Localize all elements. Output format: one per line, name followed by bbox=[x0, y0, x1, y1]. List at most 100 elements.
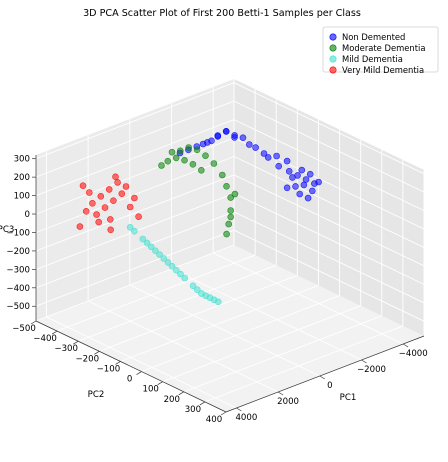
data-point bbox=[223, 183, 230, 190]
y-tick-label: 300 bbox=[185, 405, 201, 415]
grid-line bbox=[99, 274, 298, 352]
grid-line bbox=[129, 284, 320, 377]
y-tick-mark bbox=[115, 361, 121, 365]
z-tick-label: −300 bbox=[6, 265, 30, 275]
z-tick-label: 100 bbox=[14, 192, 30, 202]
data-point bbox=[189, 161, 197, 168]
z-tick-label: 0 bbox=[25, 210, 30, 220]
legend-frame bbox=[322, 26, 439, 73]
y-tick-label: −100 bbox=[97, 364, 121, 374]
data-point bbox=[198, 167, 205, 174]
data-point bbox=[131, 194, 138, 202]
data-point bbox=[194, 286, 201, 294]
data-point bbox=[210, 296, 218, 304]
x-tick-label: 4000 bbox=[235, 413, 257, 423]
y-tick-mark bbox=[73, 340, 79, 345]
data-point bbox=[306, 170, 314, 178]
series-1 bbox=[158, 144, 239, 238]
z-tick-label: 200 bbox=[14, 173, 30, 183]
data-point bbox=[107, 216, 114, 223]
grid-line bbox=[35, 229, 235, 307]
data-point bbox=[168, 262, 176, 270]
grid-line bbox=[78, 264, 277, 342]
data-point bbox=[177, 147, 184, 155]
data-point bbox=[107, 226, 114, 234]
data-point bbox=[227, 207, 234, 214]
data-point bbox=[168, 148, 176, 156]
grid-line bbox=[35, 82, 235, 160]
grid-line bbox=[120, 284, 319, 362]
data-point bbox=[135, 213, 142, 220]
data-point bbox=[118, 190, 126, 197]
grid-line bbox=[35, 100, 235, 178]
data-point bbox=[202, 152, 209, 159]
y-tick-mark bbox=[157, 381, 163, 385]
grid-line bbox=[233, 211, 425, 304]
y-tick-mark bbox=[136, 371, 142, 375]
y-tick-label: −500 bbox=[12, 324, 36, 334]
data-point bbox=[131, 227, 138, 235]
x-tick-label: −2000 bbox=[357, 365, 386, 375]
z-tick-label: −200 bbox=[6, 247, 30, 257]
legend-marker bbox=[329, 44, 337, 52]
grid-line bbox=[233, 82, 425, 175]
legend-label: Mild Dementia bbox=[342, 54, 403, 64]
data-point bbox=[126, 224, 134, 231]
legend-label: Very Mild Dementia bbox=[342, 65, 424, 75]
z-tick-label: −500 bbox=[6, 302, 30, 312]
data-point bbox=[79, 182, 87, 189]
data-point bbox=[292, 183, 299, 190]
grid-line bbox=[162, 305, 361, 383]
x-tick-label: −4000 bbox=[399, 349, 428, 359]
y-tick-mark bbox=[220, 411, 227, 416]
data-point bbox=[231, 134, 238, 141]
grid-line bbox=[46, 316, 237, 409]
data-point bbox=[315, 178, 322, 186]
data-point bbox=[214, 132, 222, 139]
data-point bbox=[76, 223, 84, 230]
y-tick-label: −300 bbox=[54, 344, 78, 354]
y-axis-line bbox=[35, 320, 227, 413]
data-point bbox=[304, 194, 312, 202]
data-point bbox=[177, 270, 184, 278]
y-tick-mark bbox=[51, 330, 58, 335]
data-point bbox=[101, 204, 109, 211]
data-point bbox=[172, 154, 180, 162]
data-point bbox=[122, 183, 130, 190]
x-tick-label: 0 bbox=[327, 381, 332, 391]
data-point bbox=[227, 213, 234, 221]
data-point bbox=[210, 160, 218, 167]
data-point bbox=[86, 189, 93, 196]
data-point bbox=[283, 157, 291, 165]
grid-line bbox=[35, 211, 235, 289]
data-point bbox=[181, 156, 188, 164]
legend-label: Moderate Dementia bbox=[342, 43, 425, 53]
data-point bbox=[231, 190, 239, 198]
grid-line bbox=[141, 295, 340, 373]
data-point bbox=[156, 251, 163, 258]
data-point bbox=[227, 194, 234, 201]
series-2 bbox=[126, 224, 222, 306]
data-point bbox=[225, 220, 232, 228]
chart-title: 3D PCA Scatter Plot of First 200 Betti-1… bbox=[83, 8, 361, 19]
data-point bbox=[164, 157, 172, 165]
x-axis-line bbox=[225, 335, 425, 413]
x-tick-mark bbox=[319, 375, 325, 380]
data-point bbox=[185, 144, 192, 151]
x-tick-mark bbox=[277, 391, 284, 396]
y-tick-mark bbox=[30, 320, 37, 325]
y-tick-mark bbox=[178, 391, 184, 396]
series-0 bbox=[176, 128, 322, 202]
data-point bbox=[95, 218, 102, 226]
y-tick-label: 200 bbox=[164, 395, 180, 405]
x-axis-label: PC1 bbox=[340, 393, 357, 403]
data-point bbox=[160, 255, 168, 262]
data-point bbox=[89, 200, 96, 207]
data-point bbox=[273, 152, 280, 160]
y-tick-label: 400 bbox=[206, 415, 222, 425]
data-point bbox=[112, 173, 119, 181]
grid-line bbox=[233, 229, 425, 322]
data-point bbox=[158, 162, 165, 169]
data-point bbox=[143, 239, 151, 247]
